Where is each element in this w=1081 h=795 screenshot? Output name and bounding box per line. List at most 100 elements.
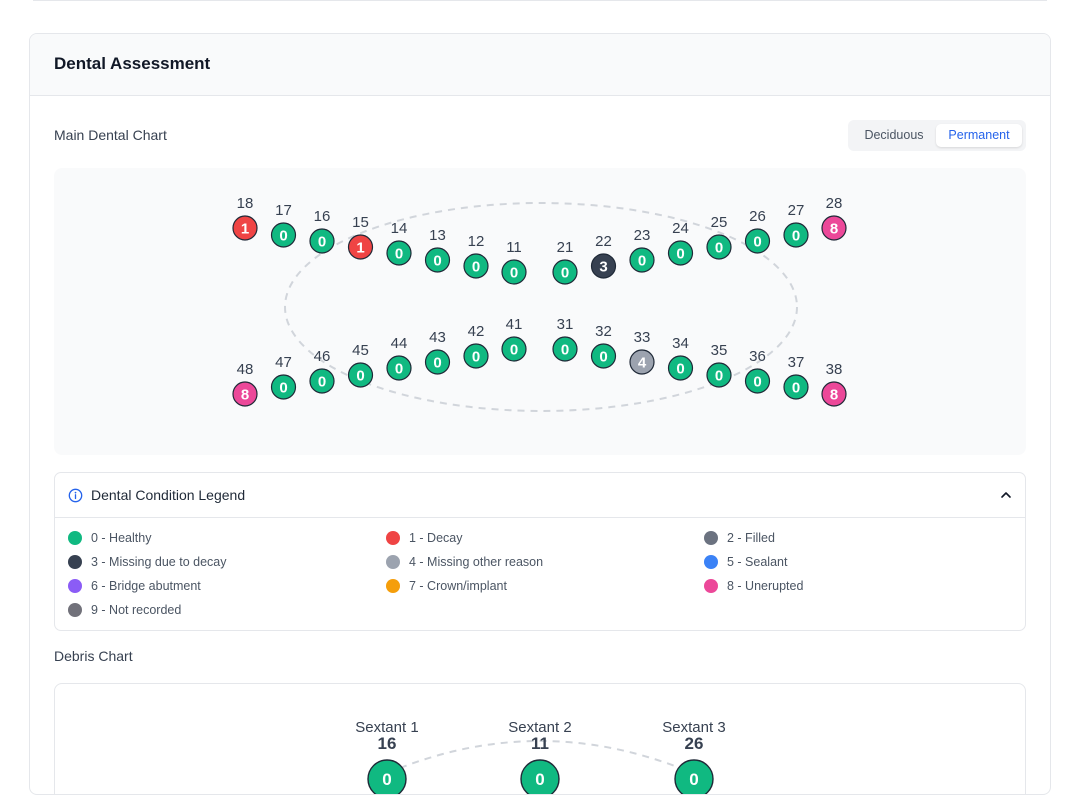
tooth-14[interactable]: 140 bbox=[386, 220, 412, 266]
tooth-18[interactable]: 181 bbox=[232, 195, 258, 241]
tooth-number: 32 bbox=[595, 323, 612, 340]
tooth-status-marker bbox=[463, 253, 489, 279]
tooth-26[interactable]: 260 bbox=[744, 208, 771, 254]
permanent-button[interactable]: Permanent bbox=[936, 124, 1022, 147]
tooth-status-marker bbox=[386, 240, 412, 266]
tooth-33[interactable]: 334 bbox=[629, 329, 655, 375]
tooth-number: 18 bbox=[237, 195, 254, 212]
tooth-15[interactable]: 151 bbox=[347, 214, 374, 260]
tooth-number: 12 bbox=[468, 233, 485, 250]
legend-color-swatch bbox=[704, 531, 718, 545]
debris-sextant-1[interactable]: Sextant 116 0 bbox=[355, 719, 419, 795]
tooth-status-marker bbox=[552, 259, 578, 285]
tooth-27[interactable]: 270 bbox=[783, 202, 809, 248]
tooth-24[interactable]: 240 bbox=[667, 220, 694, 266]
debris-sextant-2[interactable]: Sextant 211 0 bbox=[508, 719, 572, 795]
tooth-number: 37 bbox=[788, 354, 805, 371]
tooth-25[interactable]: 250 bbox=[706, 214, 732, 260]
tooth-status-marker bbox=[424, 349, 451, 375]
tooth-number: 13 bbox=[429, 227, 446, 244]
tooth-16[interactable]: 160 bbox=[309, 208, 335, 254]
tooth-number: 14 bbox=[391, 220, 408, 237]
tooth-status-marker bbox=[501, 336, 527, 362]
legend-color-swatch bbox=[704, 555, 718, 569]
tooth-number: 38 bbox=[826, 361, 843, 378]
deciduous-button[interactable]: Deciduous bbox=[864, 128, 924, 142]
tooth-status-marker bbox=[821, 381, 847, 407]
tooth-status-marker bbox=[552, 336, 578, 362]
tooth-11[interactable]: 110 bbox=[501, 239, 527, 285]
tooth-number: 16 bbox=[314, 208, 331, 225]
tooth-48[interactable]: 488 bbox=[232, 361, 258, 407]
tooth-number: 47 bbox=[275, 354, 292, 371]
tooth-number: 33 bbox=[634, 329, 651, 346]
sextant-condition-code: 0 bbox=[535, 770, 544, 789]
tooth-status-marker bbox=[232, 215, 258, 241]
debris-chart: Sextant 1 16 0 Sextant 2 11 0 Sextant 3 26 0 bbox=[54, 683, 1026, 795]
tooth-35[interactable]: 350 bbox=[706, 342, 732, 388]
tooth-condition-code: 0 bbox=[792, 379, 800, 396]
tooth-status-marker bbox=[667, 240, 694, 266]
tooth-number: 44 bbox=[391, 335, 408, 352]
tooth-41[interactable]: 410 bbox=[501, 316, 527, 362]
tooth-condition-code: 0 bbox=[318, 373, 326, 390]
tooth-17[interactable]: 170 bbox=[270, 202, 297, 248]
legend-label: 0 - Healthy bbox=[91, 531, 152, 545]
tooth-number: 25 bbox=[711, 214, 728, 231]
tooth-46[interactable]: 460 bbox=[309, 348, 335, 394]
tooth-number: 22 bbox=[595, 233, 612, 250]
tooth-38[interactable]: 388 bbox=[821, 361, 847, 407]
tooth-status-marker bbox=[347, 234, 374, 260]
tooth-condition-code: 0 bbox=[638, 252, 646, 269]
tooth-36[interactable]: 360 bbox=[744, 348, 771, 394]
tooth-status-marker bbox=[706, 362, 732, 388]
tooth-condition-code: 0 bbox=[433, 354, 441, 371]
chevron-up-icon[interactable] bbox=[1000, 489, 1012, 501]
tooth-31[interactable]: 310 bbox=[552, 316, 578, 362]
legend-color-swatch bbox=[68, 555, 82, 569]
tooth-number: 24 bbox=[672, 220, 689, 237]
tooth-13[interactable]: 130 bbox=[424, 227, 451, 273]
legend-label: 4 - Missing other reason bbox=[409, 555, 544, 569]
main-chart-label: Main Dental Chart bbox=[54, 127, 167, 143]
tooth-37[interactable]: 370 bbox=[783, 354, 809, 400]
tooth-status-marker bbox=[501, 259, 527, 285]
legend-label: 8 - Unerupted bbox=[727, 579, 804, 593]
dental-chart-svg: 1811701601511401301201102102232302402502… bbox=[232, 195, 847, 412]
tooth-condition-code: 0 bbox=[715, 367, 723, 384]
legend-color-swatch bbox=[704, 579, 718, 593]
tooth-condition-code: 8 bbox=[241, 386, 249, 403]
tooth-condition-code: 0 bbox=[395, 360, 403, 377]
tooth-23[interactable]: 230 bbox=[629, 227, 655, 273]
sextant-tooth-number: 26 bbox=[685, 734, 704, 753]
sextant-label: Sextant 1 bbox=[355, 719, 418, 736]
tooth-43[interactable]: 430 bbox=[424, 329, 451, 375]
tooth-condition-code: 0 bbox=[279, 227, 287, 244]
tooth-21[interactable]: 210 bbox=[552, 239, 578, 285]
tooth-32[interactable]: 320 bbox=[590, 323, 617, 369]
tooth-status-marker bbox=[309, 368, 335, 394]
legend-color-swatch bbox=[68, 603, 82, 617]
sextant-label: Sextant 3 bbox=[662, 719, 725, 736]
tooth-28[interactable]: 288 bbox=[821, 195, 847, 241]
tooth-status-marker bbox=[629, 247, 655, 273]
tooth-44[interactable]: 440 bbox=[386, 335, 412, 381]
tooth-45[interactable]: 450 bbox=[347, 342, 374, 388]
legend-header[interactable]: Dental Condition Legend bbox=[55, 473, 1025, 518]
tooth-number: 28 bbox=[826, 195, 843, 212]
tooth-condition-code: 0 bbox=[561, 264, 569, 281]
tooth-number: 45 bbox=[352, 342, 369, 359]
sextant-tooth-number: 11 bbox=[531, 734, 549, 753]
tooth-12[interactable]: 120 bbox=[463, 233, 489, 279]
debris-sextant-3[interactable]: Sextant 326 0 bbox=[662, 719, 726, 795]
tooth-42[interactable]: 420 bbox=[463, 323, 489, 369]
main-dental-chart: 18 1 17 0 16 0 15 1 14 0 13 0 12 0 11 0 21 0 22 3 23 0 24 0 25 0 2… bbox=[54, 168, 1026, 455]
tooth-22[interactable]: 223 bbox=[590, 233, 617, 279]
legend-color-swatch bbox=[386, 531, 400, 545]
legend-color-swatch bbox=[386, 579, 400, 593]
tooth-47[interactable]: 470 bbox=[270, 354, 297, 400]
top-divider bbox=[33, 0, 1047, 1]
tooth-condition-code: 0 bbox=[792, 227, 800, 244]
tooth-status-marker bbox=[783, 374, 809, 400]
tooth-34[interactable]: 340 bbox=[667, 335, 694, 381]
